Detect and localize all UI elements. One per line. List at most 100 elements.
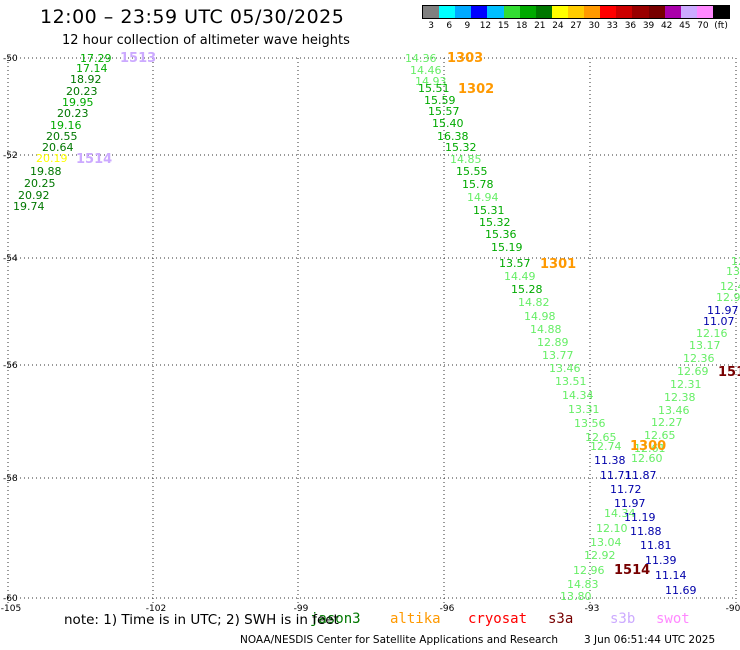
scale-swatch	[600, 6, 617, 18]
lon-tick-label: -93	[585, 604, 600, 614]
scale-swatch	[519, 6, 536, 18]
wave-height-value: 14.98	[524, 310, 556, 323]
wave-height-value: 19.16	[50, 119, 82, 132]
wave-height-value: 12.60	[631, 452, 663, 465]
wave-height-value: 11.81	[640, 539, 672, 552]
wave-height-value: 17.14	[76, 62, 108, 75]
wave-height-value: 11.72	[610, 483, 642, 496]
wave-height-value: 12.61	[634, 442, 666, 455]
satellite-legend: jason3 altika cryosat s3a s3b swot	[0, 611, 740, 629]
wave-height-value: 12.38	[664, 391, 696, 404]
scale-label: 6	[446, 21, 453, 31]
lat-tick-label: -54	[3, 254, 18, 264]
legend-item-jason3: jason3	[310, 611, 361, 627]
scale-swatch	[712, 6, 730, 18]
wave-height-value: 12.69	[677, 365, 709, 378]
pass-label: 1303	[447, 51, 483, 66]
lon-tick-label: -102	[146, 604, 166, 614]
color-scale-legend: 3 6 9 12 15 18 21 24 27 30 33 36 39 42 45 70 (ft)	[422, 5, 730, 35]
wave-height-value: 12.96	[573, 564, 605, 577]
wave-height-value: 20.19	[36, 152, 68, 165]
wave-height-value: 19.95	[62, 96, 94, 109]
scale-swatch	[680, 6, 697, 18]
wave-height-value: 12.27	[651, 416, 683, 429]
wave-height-value: 14.46	[410, 64, 442, 77]
scale-swatch	[423, 6, 440, 18]
wave-height-value: 12.65	[644, 429, 676, 442]
scale-label: 45	[679, 21, 691, 31]
lon-tick-label: -99	[294, 604, 309, 614]
scale-label: 30	[588, 21, 600, 31]
wave-height-value: 11.88	[630, 525, 662, 538]
wave-height-value: 11.07	[703, 315, 735, 328]
wave-height-value: 12.89	[537, 336, 569, 349]
wave-height-value: 20.92	[18, 189, 50, 202]
wave-height-value: 12.65	[585, 431, 617, 444]
wave-height-value: 15.57	[428, 105, 460, 118]
wave-height-value: 12.16	[696, 327, 728, 340]
wave-height-value: 15.19	[491, 241, 523, 254]
wave-height-value: 15.32	[479, 216, 511, 229]
wave-height-value: 11.14	[655, 569, 687, 582]
scale-label: 15	[497, 21, 510, 31]
legend-item-altika: altika	[390, 611, 441, 627]
wave-height-value: 12.74	[590, 440, 622, 453]
pass-label: 1302	[458, 82, 494, 97]
wave-height-value: 12.92	[716, 291, 740, 304]
map-grid	[7, 57, 737, 603]
wave-height-value: 12.31	[670, 378, 702, 391]
scale-label: 33	[606, 21, 619, 31]
wave-height-value: 14.94	[467, 191, 499, 204]
scale-swatch	[487, 6, 504, 18]
wave-height-value: 15.78	[462, 178, 494, 191]
wave-height-value: 18.92	[70, 73, 102, 86]
wave-height-value: 16.38	[437, 130, 469, 143]
wave-height-value: 20.23	[57, 107, 89, 120]
wave-height-value: 15.40	[432, 117, 464, 130]
wave-height-values: 17.2917.1418.9220.2319.9520.2319.1620.55…	[13, 52, 740, 603]
wave-height-value: 12.4	[720, 280, 740, 293]
wave-height-value: 11.19	[624, 511, 656, 524]
scale-label: 24	[552, 21, 564, 31]
wave-height-value: 11.69	[665, 584, 697, 597]
lat-tick-label: -60	[3, 594, 18, 604]
lon-tick-label: -90	[726, 604, 740, 614]
lon-tick-label: -96	[440, 604, 455, 614]
wave-height-value: 15.36	[485, 228, 517, 241]
scale-label: 42	[660, 21, 673, 31]
scale-label: 39	[642, 21, 655, 31]
wave-height-value: 13.80	[560, 590, 592, 603]
lat-tick-label: -50	[3, 54, 18, 64]
wave-height-value: 14.36	[405, 52, 437, 65]
scale-swatch	[567, 6, 585, 18]
legend-item-s3b: s3b	[610, 611, 636, 627]
wave-height-value: 13.46	[658, 404, 690, 417]
wave-height-value: 13.17	[689, 339, 721, 352]
wave-height-value: 13.51	[555, 375, 587, 388]
wave-height-value: 11.38	[594, 454, 626, 467]
pass-label: 1301	[540, 257, 576, 272]
wave-height-value: 20.23	[66, 85, 98, 98]
wave-height-value: 14.93	[415, 75, 447, 88]
wave-height-value: 11.39	[645, 554, 677, 567]
wave-height-value: 13.57	[499, 257, 531, 270]
wave-height-value: 14.34	[562, 389, 594, 402]
scale-swatch	[551, 6, 568, 18]
wave-height-value: 15.59	[424, 94, 456, 107]
wave-height-value: 13	[726, 265, 740, 278]
credit-text: NOAA/NESDIS Center for Satellite Applica…	[240, 634, 558, 646]
legend-item-cryosat: cryosat	[468, 611, 528, 627]
scale-label: 36	[624, 21, 637, 31]
scale-swatch	[648, 6, 665, 18]
scale-swatch	[503, 6, 520, 18]
pass-label: 1514	[76, 152, 112, 167]
wave-height-value: 13.56	[574, 417, 606, 430]
lat-tick-label: -56	[3, 361, 18, 371]
wave-height-value: 15.28	[511, 283, 543, 296]
scale-label: 21	[534, 21, 546, 31]
legend-item-swot: swot	[656, 611, 690, 627]
legend-item-s3a: s3a	[548, 611, 574, 627]
wave-height-value: 11.71	[600, 469, 632, 482]
scale-swatch	[696, 6, 713, 18]
